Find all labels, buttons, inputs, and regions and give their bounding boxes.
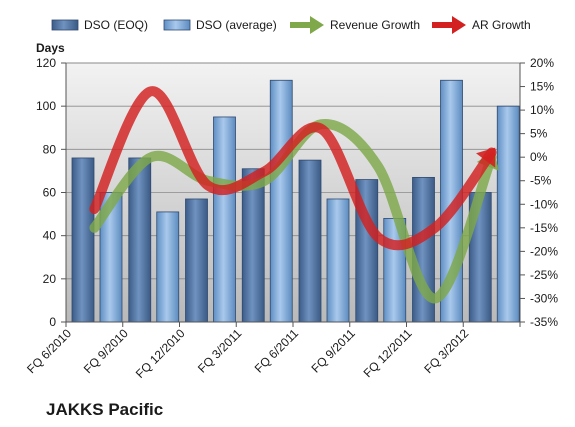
y-axis-title: Days (36, 41, 65, 55)
y-tick-label: 100 (36, 99, 56, 113)
y2-tick-label: 20% (530, 56, 554, 70)
y-tick-label: 20 (43, 272, 57, 286)
x-tick-label: FQ 3/2011 (195, 326, 245, 376)
y2-tick-label: -30% (530, 291, 558, 305)
legend-label-revenue-growth: Revenue Growth (330, 18, 420, 32)
chart-title: JAKKS Pacific (46, 400, 163, 419)
ar-growth-arrowhead (476, 147, 496, 168)
y2-tick-label: -10% (530, 197, 558, 211)
bar-dso-eoq (241, 168, 265, 323)
legend: DSO (EOQ) DSO (average) Revenue Growth AR G… (51, 16, 531, 34)
y-tick-label: 120 (36, 56, 56, 70)
bar-dso-eoq (298, 159, 322, 323)
y2-tick-label: 0% (530, 150, 548, 164)
y2-tick-label: -15% (530, 221, 558, 235)
x-tick-label: FQ 12/2011 (361, 326, 415, 380)
y2-tick-label: -20% (530, 244, 558, 258)
x-tick-label: FQ 9/2010 (81, 326, 131, 376)
x-tick-label: FQ 9/2011 (309, 326, 359, 376)
y-tick-label: 80 (43, 142, 57, 156)
x-tick-label: FQ 12/2010 (133, 326, 188, 381)
legend-label-ar-growth: AR Growth (472, 18, 531, 32)
y2-tick-label: 15% (530, 80, 554, 94)
legend-label-dso-eoq: DSO (EOQ) (84, 18, 148, 32)
y2-tick-label: -5% (530, 174, 552, 188)
bar-dso-average (269, 79, 293, 323)
bar-dso-average (496, 105, 520, 323)
growth-lines (89, 86, 500, 304)
y-tick-label: 0 (49, 315, 56, 329)
legend-swatch-dso-average (163, 19, 191, 31)
legend-arrow-revenue-growth (310, 16, 324, 34)
legend-swatch-dso-eoq (51, 19, 79, 31)
x-tick-label: FQ 3/2012 (421, 326, 471, 376)
bars (71, 79, 520, 323)
legend-arrow-ar-growth (452, 16, 466, 34)
bar-dso-eoq (71, 157, 95, 323)
y2-tick-label: -35% (530, 315, 558, 329)
legend-label-dso-average: DSO (average) (196, 18, 277, 32)
bar-dso-average (156, 211, 180, 323)
y-tick-label: 40 (43, 229, 57, 243)
y2-tick-label: -25% (530, 268, 558, 282)
bar-dso-eoq (185, 198, 208, 323)
bar-dso-average (326, 198, 350, 323)
x-tick-label: FQ 6/2010 (24, 326, 74, 376)
y-tick-label: 60 (43, 186, 57, 200)
y2-tick-label: 5% (530, 127, 548, 141)
bar-dso-average (213, 116, 236, 323)
bar-dso-eoq (128, 157, 152, 323)
y2-tick-label: 10% (530, 103, 554, 117)
x-tick-label: FQ 6/2011 (252, 326, 302, 376)
